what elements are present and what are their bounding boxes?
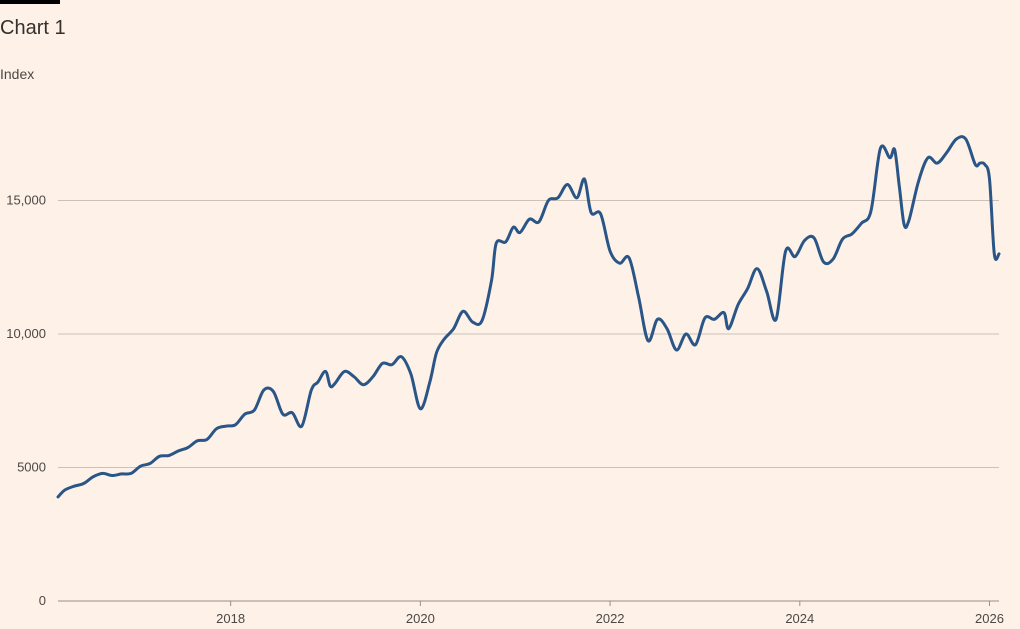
x-tick-label: 2026 (975, 611, 1004, 626)
x-tick-label: 2020 (406, 611, 435, 626)
y-tick-label: 5000 (17, 460, 46, 475)
y-tick-label: 15,000 (6, 193, 46, 208)
y-tick-label: 10,000 (6, 326, 46, 341)
series-line (56, 135, 1001, 499)
chart-title: Chart 1 (0, 17, 66, 39)
y-axis-unit-label: Index (0, 66, 35, 82)
top-accent-bar (0, 0, 60, 4)
x-tick-label: 2024 (785, 611, 814, 626)
y-tick-label: 0 (39, 593, 46, 608)
x-tick-label: 2018 (216, 611, 245, 626)
x-tick-label: 2022 (596, 611, 625, 626)
